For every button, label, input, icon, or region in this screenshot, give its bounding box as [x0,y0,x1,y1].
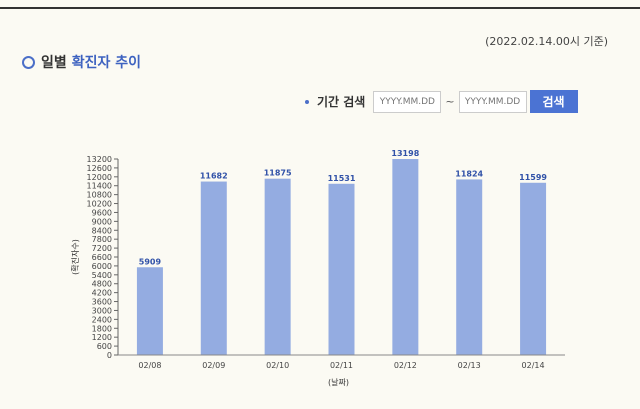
y-tick-label: 3000 [92,306,112,315]
y-tick-label: 0 [107,351,112,360]
y-tick-label: 9600 [92,208,112,217]
end-date-input[interactable] [458,90,527,113]
period-search: 기간 검색 ~ 검색 [305,90,578,113]
bar [392,159,419,355]
bar [264,178,291,355]
y-axis: 0600120018002400300036004200480054006000… [87,155,119,360]
bar-value-label: 11875 [264,169,292,178]
y-axis-title: (확진자수) [70,239,80,275]
y-tick-label: 5400 [92,271,112,280]
bar-value-label: 11599 [519,173,547,182]
start-date-input[interactable] [373,90,442,113]
y-tick-label: 9000 [92,217,112,226]
y-tick-label: 13200 [87,155,112,164]
y-tick-label: 600 [97,342,112,351]
bar [520,182,547,355]
bullet-dot-icon [305,99,309,104]
y-tick-label: 6600 [92,253,112,262]
bar [456,179,483,355]
as-of-timestamp: (2022.02.14.00시 기준) [485,35,608,48]
y-tick-label: 1800 [92,324,112,333]
bar-value-label: 13198 [391,149,419,158]
x-axis-title: (날짜) [328,377,349,387]
title-highlight: 확진자 추이 [71,55,142,71]
period-search-label: 기간 검색 [317,95,366,109]
y-tick-label: 11400 [87,182,112,191]
title-prefix: 일별 [41,55,67,71]
x-tick-label: 02/12 [394,361,417,370]
date-range-separator: ~ [445,95,455,108]
y-tick-label: 12000 [87,173,112,182]
bar [136,267,163,355]
top-divider [0,7,640,9]
x-tick-label: 02/11 [330,361,353,370]
x-tick-label: 02/10 [266,361,289,370]
y-tick-label: 1200 [92,333,112,342]
y-tick-label: 7200 [92,244,112,253]
x-tick-label: 02/08 [138,361,161,370]
y-tick-label: 2400 [92,315,112,324]
y-tick-label: 4800 [92,280,112,289]
y-tick-label: 10200 [87,200,112,209]
bar [200,181,227,355]
y-tick-label: 6000 [92,262,112,271]
x-axis: 02/08 02/09 02/10 02/11 02/12 02/13 02/14 [118,354,565,370]
page-title: 일별 확진자 추이 [22,52,141,72]
x-tick-label: 02/14 [522,361,545,370]
y-tick-label: 4200 [92,289,112,298]
bar-value-label: 5909 [139,257,162,266]
bar [328,183,355,355]
bars: 5909 11682 11875 11531 13198 11824 11599 [136,149,547,355]
y-tick-label: 10800 [87,191,112,200]
x-tick-label: 02/09 [202,361,225,370]
bar-value-label: 11531 [328,174,356,183]
bar-value-label: 11682 [200,172,228,181]
search-button[interactable]: 검색 [529,90,578,113]
bar-value-label: 11824 [455,169,483,178]
x-tick-label: 02/13 [458,361,481,370]
ring-bullet-icon [22,55,35,69]
y-tick-label: 8400 [92,226,112,235]
y-tick-label: 12600 [87,164,112,173]
y-tick-label: 3600 [92,298,112,307]
y-tick-label: 7800 [92,235,112,244]
